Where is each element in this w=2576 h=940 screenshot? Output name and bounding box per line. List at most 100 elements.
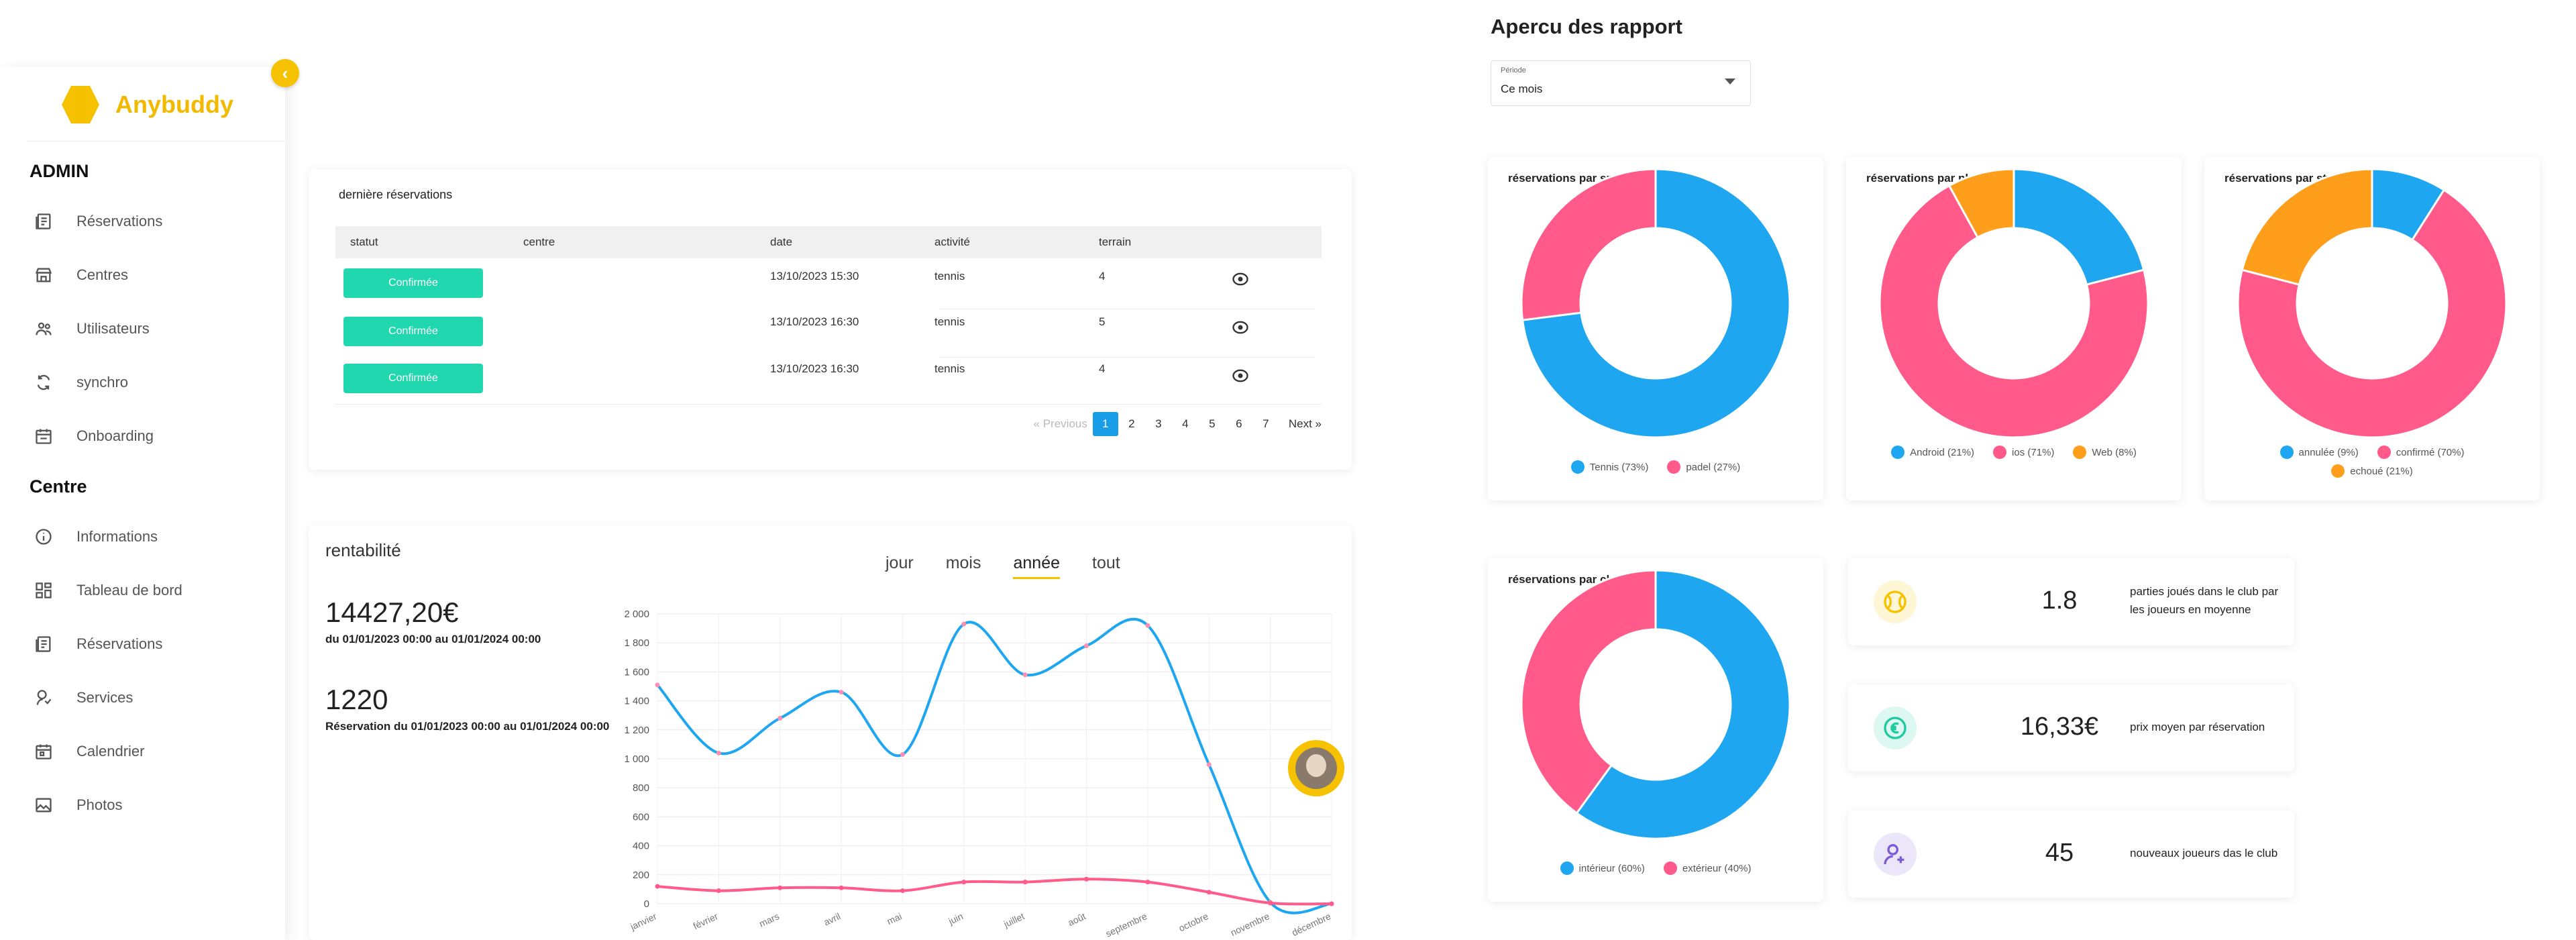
sync-icon [34, 372, 54, 393]
legend-item[interactable]: Tennis (73%) [1570, 460, 1649, 474]
legend-item[interactable]: annulée (9%) [2279, 446, 2359, 459]
tab-tout[interactable]: tout [1092, 554, 1120, 572]
x-tick-label: novembre [1229, 910, 1271, 938]
y-tick-label: 1 600 [624, 666, 649, 678]
sidebar-item-reservations-admin[interactable]: Réservations [34, 208, 162, 235]
legend-label: padel (27%) [1686, 461, 1741, 473]
sidebar-item-label: Réservations [76, 635, 163, 652]
avatar-photo [1295, 747, 1337, 789]
data-point [1084, 876, 1089, 882]
store-icon [34, 265, 54, 285]
sidebar-item-centres[interactable]: Centres [34, 262, 128, 289]
period-select[interactable]: Période Ce mois [1491, 60, 1751, 106]
sidebar: Anybuddy ADMIN Réservations Centres Util… [0, 67, 285, 940]
legend-item[interactable]: padel (27%) [1667, 460, 1740, 474]
legend-item[interactable]: intérieur (60%) [1560, 861, 1645, 875]
brand-name: Anybuddy [115, 91, 233, 118]
data-point [1084, 643, 1089, 649]
status-badge[interactable]: Confirmée [343, 364, 483, 393]
dashboard-icon [34, 580, 54, 600]
legend-label: extérieur (40%) [1682, 862, 1752, 874]
view-icon[interactable] [1231, 366, 1250, 385]
previous-page-link[interactable]: « Previous [1033, 417, 1087, 430]
chart-legend: Tennis (73%) padel (27%) [1488, 460, 1823, 474]
next-page-link[interactable]: Next » [1288, 417, 1322, 430]
page-link-3[interactable]: 3 [1155, 417, 1162, 430]
status-badge[interactable]: Confirmée [343, 268, 483, 298]
sidebar-item-onboarding[interactable]: Onboarding [34, 423, 154, 450]
tab-jour[interactable]: jour [885, 554, 914, 572]
y-tick-label: 0 [644, 898, 649, 910]
table-row: Confirmée 13/10/2023 15:30 tennis 4 [335, 263, 1322, 310]
rentabilite-card: rentabilité 14427,20€ du 01/01/2023 00:0… [309, 525, 1352, 940]
page-link-1[interactable]: 1 [1092, 412, 1118, 436]
sidebar-item-label: synchro [76, 374, 129, 390]
sidebar-item-informations[interactable]: Informations [34, 523, 158, 550]
user-avatar[interactable] [1288, 740, 1344, 796]
x-tick-label: juin [947, 910, 965, 927]
legend-swatch [1560, 861, 1574, 875]
page-link-7[interactable]: 7 [1263, 417, 1269, 430]
sidebar-item-photos[interactable]: Photos [34, 792, 123, 819]
data-point [716, 888, 721, 894]
y-tick-label: 1 400 [624, 696, 649, 707]
status-badge[interactable]: Confirmée [343, 317, 483, 346]
cell-date: 13/10/2023 16:30 [770, 315, 859, 328]
legend-item[interactable]: Android (21%) [1891, 446, 1974, 459]
page-link-4[interactable]: 4 [1182, 417, 1189, 430]
tab-annee[interactable]: année [1013, 554, 1061, 579]
page-link-5[interactable]: 5 [1209, 417, 1216, 430]
sidebar-item-services[interactable]: Services [34, 684, 133, 711]
legend-item[interactable]: Web (8%) [2073, 446, 2137, 459]
donut-slice [1878, 184, 2149, 439]
rentabilite-title: rentabilité [325, 540, 401, 560]
page-link-6[interactable]: 6 [1236, 417, 1242, 430]
data-point [1329, 901, 1334, 906]
brand-logo[interactable]: Anybuddy [62, 86, 233, 123]
row-divider [335, 404, 1322, 405]
legend-item[interactable]: confirmé (70%) [2377, 446, 2464, 459]
legend-item[interactable]: extérieur (40%) [1663, 861, 1752, 875]
page-link-2[interactable]: 2 [1128, 417, 1135, 430]
data-point [900, 888, 905, 894]
donut-slice [1947, 168, 2015, 239]
sidebar-item-synchro[interactable]: synchro [34, 369, 128, 396]
tennis-ball-icon [1874, 580, 1917, 623]
sidebar-collapse-button[interactable]: ‹ [271, 59, 299, 87]
table-row: Confirmée 13/10/2023 16:30 tennis 4 [335, 358, 1322, 405]
legend-item[interactable]: ios (71%) [1993, 446, 2054, 459]
x-tick-label: octobre [1177, 910, 1210, 933]
kpi-value: 45 [2045, 839, 2074, 867]
data-point [839, 690, 844, 695]
euro-icon [1874, 707, 1917, 749]
reservations-title: dernière réservations [339, 188, 453, 201]
data-point [1206, 762, 1212, 768]
sidebar-item-utilisateurs[interactable]: Utilisateurs [34, 315, 150, 342]
sidebar-item-label: Photos [76, 796, 123, 813]
cell-court: 5 [1099, 315, 1106, 328]
sidebar-item-calendrier[interactable]: Calendrier [34, 738, 145, 765]
legend-item[interactable]: echoué (21%) [2331, 464, 2413, 478]
tab-mois[interactable]: mois [945, 554, 981, 572]
data-point [961, 621, 967, 627]
sidebar-item-reservations-centre[interactable]: Réservations [34, 631, 162, 658]
data-point [1206, 890, 1212, 895]
x-tick-label: septembre [1104, 910, 1148, 939]
legend-label: annulée (9%) [2298, 446, 2359, 458]
y-tick-label: 200 [633, 870, 649, 881]
cell-date: 13/10/2023 15:30 [770, 270, 859, 282]
y-tick-label: 1 800 [624, 637, 649, 649]
x-tick-label: mars [757, 910, 781, 929]
sidebar-item-tableau-de-bord[interactable]: Tableau de bord [34, 577, 182, 604]
donut-slice [1521, 168, 1791, 439]
sidebar-item-label: Tableau de bord [76, 582, 182, 598]
donut-chart [1878, 168, 2149, 439]
y-tick-label: 1 000 [624, 753, 649, 765]
cell-date: 13/10/2023 16:30 [770, 362, 859, 375]
legend-label: Tennis (73%) [1589, 461, 1649, 473]
view-icon[interactable] [1231, 270, 1250, 289]
view-icon[interactable] [1231, 318, 1250, 337]
chart-legend: intérieur (60%) extérieur (40%) [1488, 861, 1823, 875]
data-point [1145, 623, 1150, 628]
legend-label: echoué (21%) [2350, 465, 2413, 477]
